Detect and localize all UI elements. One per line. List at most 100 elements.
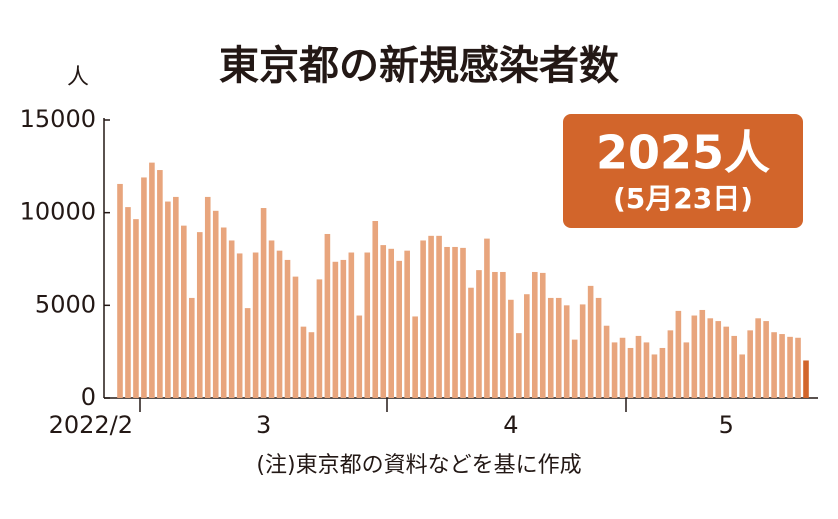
y-tick-label: 0 [81,383,96,411]
x-tick-label: 3 [256,411,271,439]
bar [404,250,410,398]
bar [340,259,347,398]
y-tick-label: 10000 [20,198,96,226]
bar [332,261,339,398]
bar [372,221,379,398]
bar [571,339,578,398]
bar [356,315,363,398]
bar [324,233,331,398]
bar [643,342,650,398]
bar [771,332,777,398]
bar [157,170,163,398]
bar [747,330,753,398]
annotation-sub: (5月23日) [613,182,753,215]
bar [699,309,706,398]
bar [787,336,793,398]
bar [149,162,155,398]
bar [659,347,666,398]
bar [117,183,123,398]
bar [452,246,458,398]
bar [635,335,642,398]
annotation-box [563,114,803,228]
bar [500,271,506,398]
bar [236,253,243,398]
bar [388,248,395,398]
bar [276,250,283,398]
bar [364,252,371,398]
bar [755,318,761,398]
bar [436,235,442,398]
bar [165,201,171,398]
bar [555,297,562,398]
bar [675,310,682,398]
x-tick-label: 5 [719,411,734,439]
bar [220,227,227,398]
bar [484,238,490,398]
bar [492,271,498,398]
chart-title: 東京都の新規感染者数 [219,43,619,89]
bar [547,297,554,398]
bar [268,240,275,398]
bar [316,279,323,398]
bar [412,316,418,398]
bar [508,299,514,398]
bar [587,285,594,398]
bar [739,354,745,398]
y-tick-label: 15000 [20,105,96,133]
bar [579,304,586,398]
note: (注)東京都の資料などを基に作成 [256,453,581,478]
bar [723,326,730,398]
bar [667,330,674,398]
bar [460,247,466,398]
x-tick-label: 4 [503,411,518,439]
bar [651,354,658,398]
bar [779,334,785,398]
bar [348,252,355,398]
y-tick-label: 5000 [35,290,96,318]
bar [260,208,267,398]
bar [292,276,299,398]
bar [228,240,235,398]
bar [284,259,291,398]
y-unit: 人 [67,65,89,90]
bar [188,297,195,398]
bar [539,272,546,398]
bar [563,305,570,398]
bar [396,260,402,398]
bar [516,333,522,398]
x-tick-label: 2022/2 [49,411,133,439]
bar [595,297,602,398]
bar [524,294,530,398]
bar [244,308,251,398]
bar [731,335,738,398]
bar [212,210,219,398]
bar [133,219,139,398]
bar [204,196,211,398]
bar [691,315,698,398]
bar [476,270,482,398]
bar [611,342,618,398]
bar [715,321,722,398]
bar [531,271,538,398]
bar [125,207,131,398]
bar [252,252,259,398]
bar [619,337,626,398]
bar [196,232,203,398]
bar [803,360,809,398]
bar [181,225,187,398]
bar [707,318,714,398]
annotation: 2025人 [596,126,770,180]
bar [795,337,801,398]
bar [380,245,387,398]
bar [468,287,474,398]
bar [603,325,610,398]
bar [763,321,769,398]
bar [428,235,434,398]
bar [444,246,450,398]
bar [300,326,307,398]
bar [308,332,315,398]
bar [420,240,426,398]
bar [141,177,147,398]
bar [173,196,179,398]
